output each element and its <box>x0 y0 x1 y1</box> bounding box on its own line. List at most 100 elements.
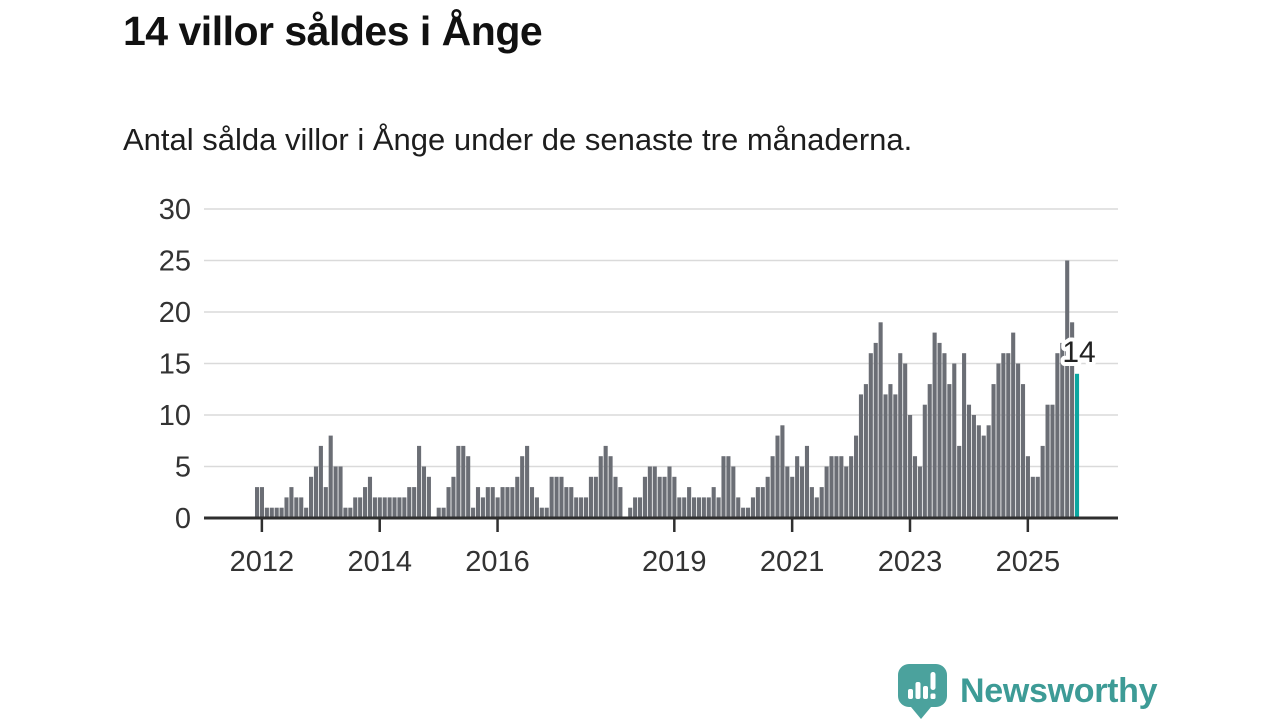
bars <box>255 260 1080 518</box>
bar <box>1060 342 1065 518</box>
bar <box>323 487 328 518</box>
x-axis-tick-label: 2012 <box>230 546 295 578</box>
bar <box>1045 404 1050 518</box>
bar <box>746 507 751 518</box>
bar <box>971 415 976 518</box>
bar <box>583 497 589 518</box>
bar <box>677 497 682 518</box>
bar <box>490 487 495 518</box>
bar <box>333 466 338 518</box>
bar <box>367 476 373 518</box>
bar <box>726 456 731 518</box>
bar <box>564 487 569 518</box>
bar <box>1020 384 1026 518</box>
y-axis-tick-label: 10 <box>159 400 191 432</box>
bar <box>917 466 922 518</box>
bar <box>377 497 382 518</box>
bar <box>711 487 716 518</box>
x-axis-tick-label: 2025 <box>996 546 1061 578</box>
newsworthy-logo-icon <box>898 664 947 719</box>
bar <box>750 497 756 518</box>
bar <box>436 507 441 518</box>
bar <box>544 507 549 518</box>
bar <box>520 456 525 518</box>
bar <box>839 456 844 518</box>
bar-value-annotation: 14 <box>1062 336 1095 369</box>
bar <box>279 507 284 518</box>
bar <box>1030 476 1035 518</box>
bar <box>1055 353 1060 518</box>
bar <box>579 497 584 518</box>
bar <box>515 476 520 518</box>
bar <box>338 466 343 518</box>
bar <box>456 445 461 518</box>
bar <box>883 394 888 518</box>
bar <box>809 487 814 518</box>
bar <box>903 363 908 518</box>
bar <box>471 507 476 518</box>
x-axis-tick-label: 2014 <box>347 546 412 578</box>
bar <box>505 487 510 518</box>
bar <box>1035 476 1040 518</box>
bar <box>588 476 593 518</box>
bar <box>893 394 898 518</box>
bar <box>309 476 314 518</box>
bar <box>652 466 657 518</box>
bar <box>1040 445 1045 518</box>
bar <box>863 384 868 518</box>
bar <box>284 497 289 518</box>
y-axis-tick-label: 30 <box>159 194 191 226</box>
bar <box>318 445 323 518</box>
bar <box>539 507 544 518</box>
bar <box>1006 353 1011 518</box>
x-axis-tick-label: 2021 <box>760 546 825 578</box>
bar <box>1070 322 1075 518</box>
bar <box>353 497 358 518</box>
bar <box>549 476 554 518</box>
bar <box>849 456 854 518</box>
bar <box>259 487 265 518</box>
newsworthy-logo: Newsworthy <box>896 662 1158 720</box>
bar <box>834 456 839 518</box>
bar <box>947 384 952 518</box>
bar <box>765 476 770 518</box>
bar <box>264 507 269 518</box>
bar <box>529 487 535 518</box>
bar <box>800 466 805 518</box>
bar <box>446 487 451 518</box>
highlight-bar <box>1074 373 1080 518</box>
bar <box>593 476 598 518</box>
bar <box>574 497 579 518</box>
bar <box>510 487 515 518</box>
bar <box>898 353 903 518</box>
bar <box>525 445 530 518</box>
bar <box>343 507 348 518</box>
bar <box>1050 404 1055 518</box>
x-axis-tick-label: 2016 <box>465 546 530 578</box>
bar <box>363 487 368 518</box>
page-subtitle: Antal sålda villor i Ånge under de senas… <box>123 122 913 157</box>
bar <box>382 497 387 518</box>
bar <box>466 456 471 518</box>
bar <box>480 497 485 518</box>
bar <box>328 435 333 518</box>
bar <box>461 445 466 518</box>
bar <box>304 507 309 518</box>
bar <box>741 507 746 518</box>
bar <box>878 322 883 518</box>
bar <box>313 466 319 518</box>
bar <box>937 342 942 518</box>
bar <box>701 497 706 518</box>
bar <box>736 497 741 518</box>
bar <box>495 497 500 518</box>
bar <box>412 487 417 518</box>
gridlines <box>204 208 1118 468</box>
bar <box>667 466 672 518</box>
bar <box>657 476 662 518</box>
y-axis-tick-label: 20 <box>159 297 191 329</box>
bar <box>633 497 638 518</box>
bar <box>687 487 692 518</box>
bar <box>775 435 780 518</box>
axes <box>204 516 1118 532</box>
